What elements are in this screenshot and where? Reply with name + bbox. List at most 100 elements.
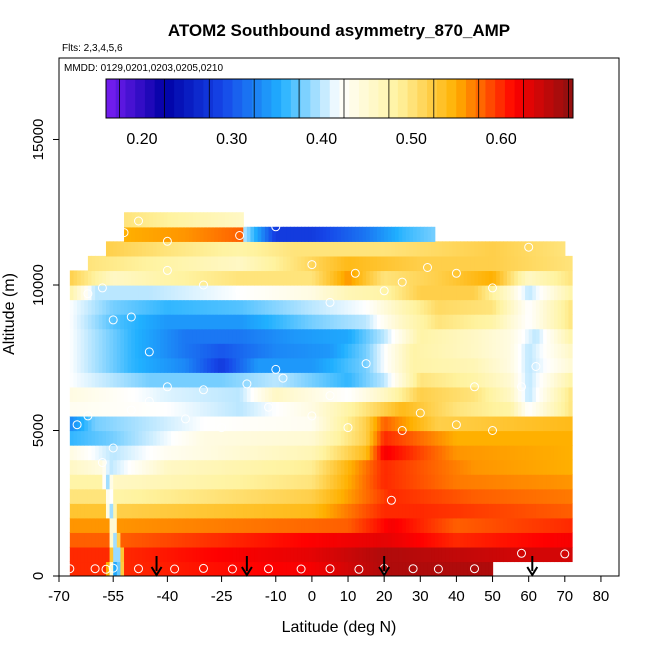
heatmap-cell <box>254 284 259 301</box>
heatmap-cell <box>405 546 411 563</box>
heatmap-cell <box>113 459 118 475</box>
heatmap-cell <box>264 532 270 548</box>
heatmap-cell <box>192 386 197 402</box>
data-point <box>470 382 479 392</box>
heatmap-cell <box>478 386 483 402</box>
heatmap-cell <box>304 532 309 548</box>
heatmap-cell <box>391 503 396 519</box>
heatmap-cell <box>160 459 165 475</box>
heatmap-cell <box>395 343 400 359</box>
heatmap-cell <box>98 372 103 388</box>
heatmap-cell <box>485 314 490 330</box>
heatmap-cell <box>463 357 468 373</box>
heatmap-cell <box>207 299 212 315</box>
heatmap-cell <box>452 372 458 388</box>
heatmap-cell <box>152 430 158 446</box>
heatmap-cell <box>127 241 132 257</box>
heatmap-cell <box>319 503 324 519</box>
heatmap-cell <box>275 474 280 490</box>
heatmap-cell <box>460 328 465 344</box>
heatmap-cell <box>384 459 389 475</box>
heatmap-cell <box>145 488 150 504</box>
heatmap-cell <box>344 226 349 242</box>
heatmap-cell <box>568 474 573 490</box>
heatmap-cell <box>452 474 458 490</box>
heatmap-cell <box>221 546 226 563</box>
heatmap-cell <box>326 459 331 475</box>
heatmap-cell <box>427 488 432 504</box>
heatmap-cell <box>178 430 183 446</box>
heatmap-cell <box>319 430 324 446</box>
heatmap-cell <box>91 386 96 402</box>
heatmap-cell <box>272 270 277 286</box>
heatmap-cell <box>124 372 129 388</box>
heatmap-cell <box>286 430 291 446</box>
heatmap-cell <box>232 343 237 359</box>
heatmap-cell <box>391 343 396 359</box>
heatmap-cell <box>87 255 93 272</box>
heatmap-cell <box>214 386 219 402</box>
heatmap-cell <box>423 445 429 461</box>
heatmap-cell <box>275 517 280 533</box>
heatmap-cell <box>73 503 78 519</box>
heatmap-cell <box>380 386 385 402</box>
heatmap-cell <box>413 386 418 402</box>
heatmap-cell <box>152 343 158 359</box>
heatmap-cell <box>156 459 161 475</box>
heatmap-cell <box>420 561 425 576</box>
heatmap-cell <box>210 328 215 344</box>
heatmap-cell <box>568 517 573 533</box>
heatmap-cell <box>102 343 107 359</box>
heatmap-cell <box>452 488 458 504</box>
heatmap-cell <box>77 328 82 344</box>
heatmap-cell <box>217 284 223 301</box>
track-arrows <box>150 556 539 577</box>
heatmap-cell <box>301 561 306 576</box>
heatmap-cell <box>431 415 436 432</box>
heatmap-cell <box>452 357 458 373</box>
heatmap-cell <box>105 343 111 359</box>
heatmap-cell <box>181 299 187 315</box>
heatmap-cell <box>192 401 197 417</box>
heatmap-cell <box>149 415 154 432</box>
heatmap-cell <box>261 241 266 257</box>
heatmap-cell <box>452 546 458 563</box>
heatmap-cell <box>283 488 288 504</box>
heatmap-cell <box>449 488 454 504</box>
heatmap-cell <box>134 328 140 344</box>
heatmap-cell <box>337 343 342 359</box>
heatmap-cell <box>181 532 187 548</box>
heatmap-cell <box>478 255 483 272</box>
heatmap-cell <box>376 503 382 519</box>
data-point <box>83 289 93 299</box>
heatmap-cell <box>434 284 439 301</box>
heatmap-cell <box>517 270 523 286</box>
heatmap-cell <box>279 226 284 242</box>
heatmap-cell <box>98 517 103 533</box>
heatmap-cell <box>348 299 353 315</box>
heatmap-cell <box>163 241 168 257</box>
heatmap-cell <box>517 503 523 519</box>
heatmap-cell <box>217 517 223 533</box>
heatmap-cell <box>452 386 458 402</box>
heatmap-cell <box>207 474 212 490</box>
heatmap-cell <box>460 401 465 417</box>
heatmap-cell <box>178 445 183 461</box>
heatmap-cell <box>525 270 530 286</box>
heatmap-cell <box>207 226 212 242</box>
heatmap-cell <box>409 270 414 286</box>
heatmap-cell <box>239 270 244 286</box>
heatmap-cell <box>384 401 389 417</box>
heatmap-cell <box>344 299 349 315</box>
data-point <box>488 283 497 293</box>
heatmap-cell <box>373 314 378 330</box>
heatmap-cell <box>286 226 291 242</box>
heatmap-cell <box>445 459 450 475</box>
heatmap-cell <box>124 255 129 272</box>
y-tick-label: 10000 <box>30 264 47 306</box>
heatmap-cell <box>405 241 411 257</box>
heatmap-cell <box>431 546 436 563</box>
heatmap-cell <box>481 488 486 504</box>
heatmap-cell <box>301 343 306 359</box>
heatmap-cell <box>228 488 234 504</box>
